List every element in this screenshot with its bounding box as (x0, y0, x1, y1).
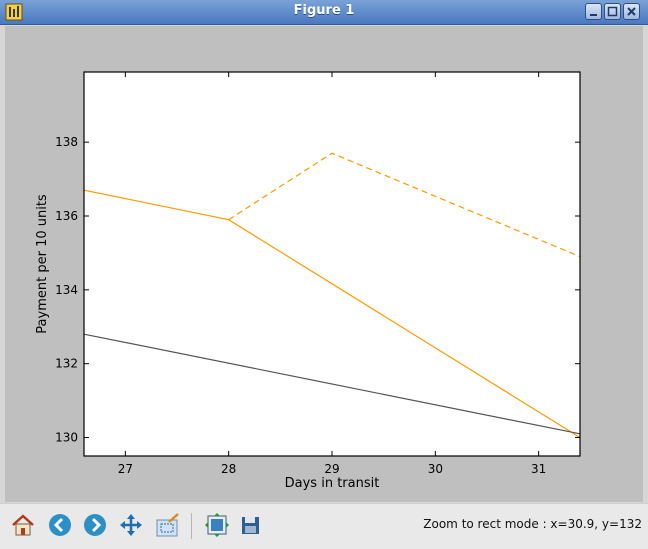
maximize-button[interactable] (604, 3, 621, 20)
minimize-icon (590, 14, 597, 16)
pan-button[interactable] (118, 512, 144, 538)
floppy-save-icon (242, 517, 259, 534)
subplots-icon (205, 513, 229, 537)
figure-canvas[interactable] (5, 26, 643, 502)
minimize-button[interactable] (585, 3, 602, 20)
toolbar: Zoom to rect mode : x=30.9, y=132 (0, 503, 648, 549)
status-readout: Zoom to rect mode : x=30.9, y=132 (423, 517, 642, 531)
forward-button[interactable] (82, 512, 108, 538)
home-button[interactable] (10, 512, 36, 538)
toolbar-separator (191, 513, 192, 539)
subplots-button[interactable] (204, 512, 230, 538)
home-icon (12, 514, 34, 536)
zoom-button[interactable] (155, 512, 181, 538)
close-button[interactable] (623, 3, 640, 20)
maximize-icon (607, 6, 618, 17)
window-titlebar: Figure 1 (0, 0, 648, 25)
forward-arrow-icon (84, 514, 106, 536)
window-title: Figure 1 (293, 3, 355, 18)
save-button[interactable] (238, 512, 264, 538)
app-icon (5, 3, 23, 21)
close-icon (627, 7, 636, 16)
pan-arrows-icon (120, 514, 142, 536)
back-arrow-icon (49, 514, 71, 536)
back-button[interactable] (47, 512, 73, 538)
zoom-rect-icon (156, 513, 179, 537)
